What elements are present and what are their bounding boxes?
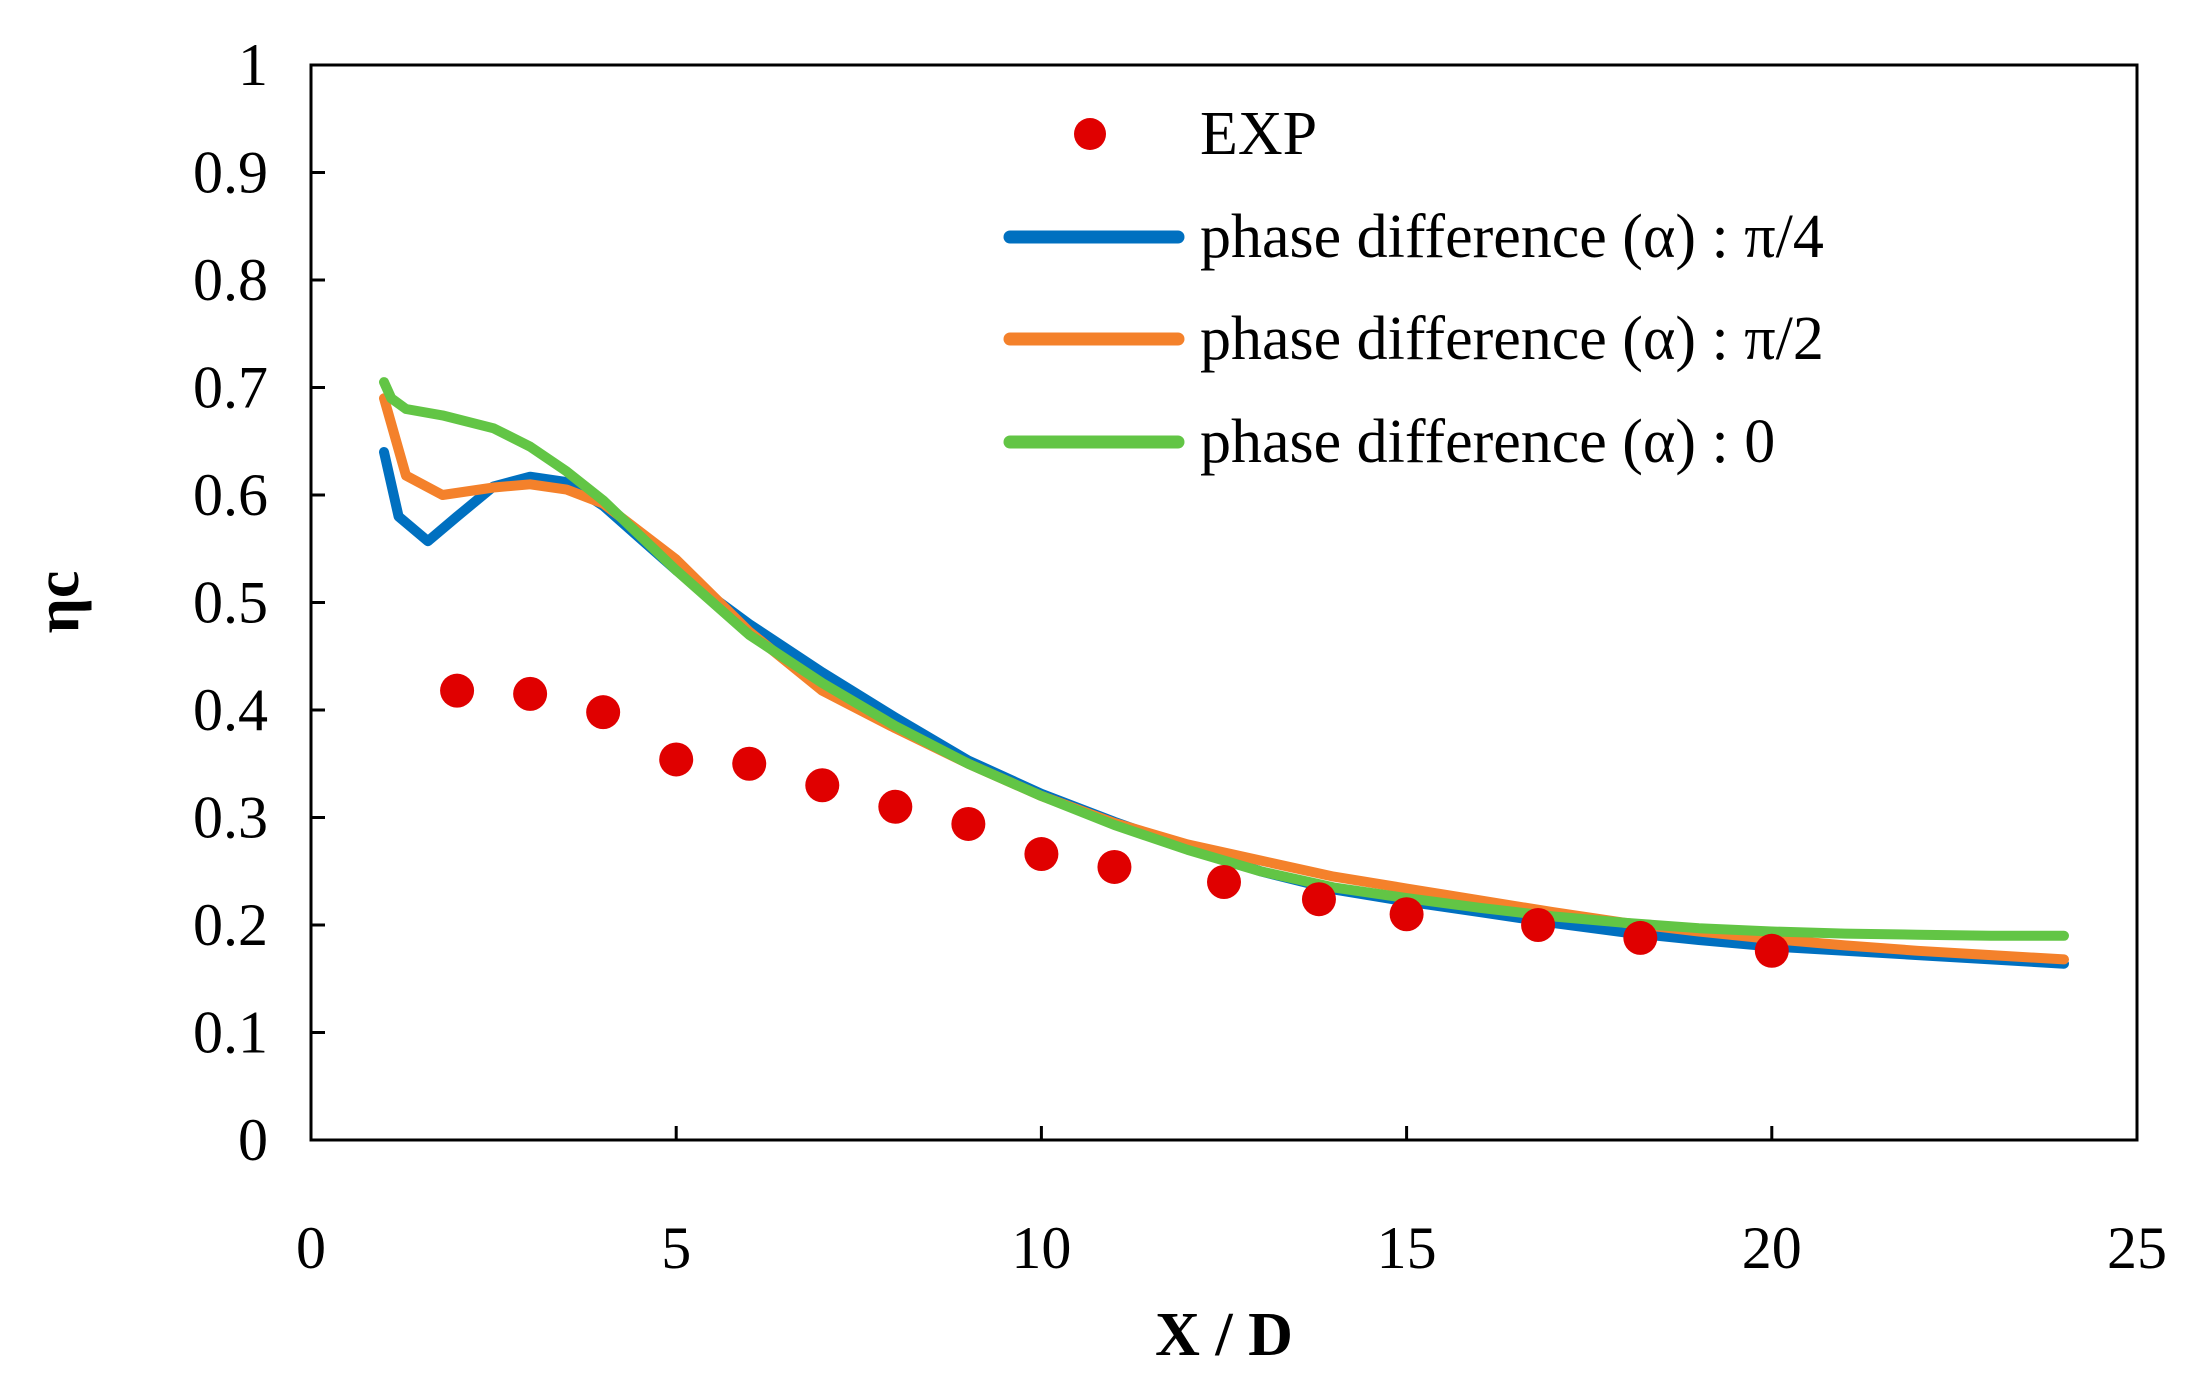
y-axis: 0 0.1 0.2 0.3 0.4 0.5 0.6 0.7 0.8 0.9 1	[193, 32, 325, 1173]
x-tick-label: 5	[661, 1215, 691, 1281]
exp-point	[1301, 882, 1336, 917]
x-tick-label: 15	[1377, 1215, 1437, 1281]
x-axis-label: X / D	[1155, 1301, 1293, 1369]
legend-marker-exp	[1074, 118, 1106, 150]
y-tick-label: 0.9	[193, 140, 268, 206]
x-tick-label: 25	[2107, 1215, 2167, 1281]
exp-point	[1754, 933, 1789, 968]
exp-point	[1389, 897, 1424, 932]
series-layer	[379, 377, 2069, 969]
x-tick-label: 20	[1742, 1215, 1802, 1281]
legend-label: EXP	[1200, 100, 1317, 168]
exp-point	[1024, 837, 1059, 872]
y-tick-label: 0.4	[193, 677, 268, 743]
y-axis-label: ηc	[24, 571, 92, 634]
y-tick-label: 0	[238, 1107, 268, 1173]
legend-label: phase difference (α) : π/4	[1200, 203, 1824, 271]
series-line	[379, 377, 2069, 941]
y-tick-label: 1	[238, 32, 268, 98]
exp-point	[805, 768, 840, 803]
y-tick-label: 0.5	[193, 570, 268, 636]
exp-point	[586, 695, 621, 730]
legend-label: phase difference (α) : 0	[1200, 408, 1775, 476]
x-tick-label: 10	[1011, 1215, 1071, 1281]
y-tick-label: 0.3	[193, 785, 268, 851]
y-tick-label: 0.2	[193, 892, 268, 958]
exp-point	[1207, 865, 1241, 899]
exp-point	[440, 673, 475, 708]
exp-point	[513, 676, 548, 711]
exp-point	[878, 789, 913, 824]
legend: EXP phase difference (α) : π/4 phase diffe…	[1003, 100, 1824, 476]
exp-point	[1097, 849, 1132, 884]
exp-point	[951, 806, 986, 841]
y-tick-label: 0.6	[193, 462, 268, 528]
x-axis: 0 5 10 15 20 25	[296, 1126, 2167, 1281]
exp-point	[732, 746, 767, 781]
legend-label: phase difference (α) : π/2	[1200, 305, 1824, 373]
exp-point	[1623, 920, 1658, 955]
exp-point	[659, 742, 694, 777]
exp-point	[1521, 908, 1556, 942]
y-tick-label: 0.7	[193, 355, 268, 421]
x-tick-label: 0	[296, 1215, 326, 1281]
y-tick-label: 0.1	[193, 1000, 268, 1066]
y-tick-label: 0.8	[193, 247, 268, 313]
